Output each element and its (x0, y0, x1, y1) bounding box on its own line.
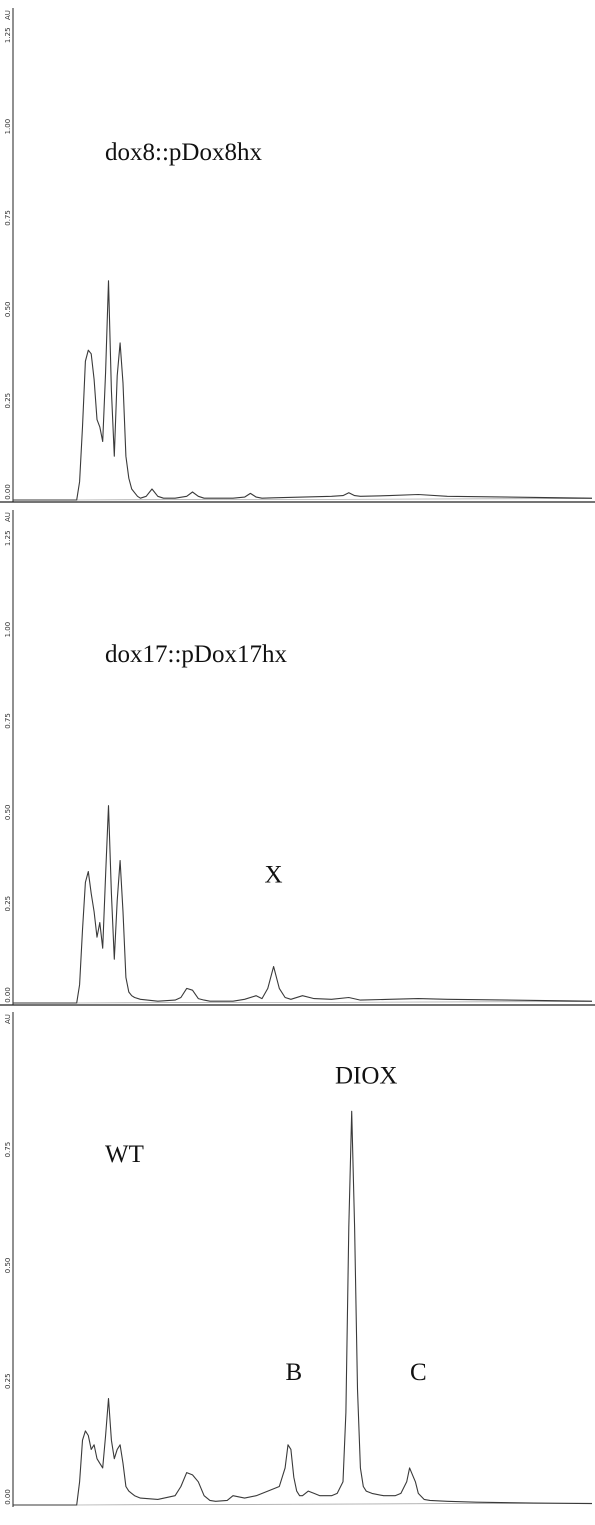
y-tick-label: 0.00 (4, 1489, 12, 1505)
y-tick-label: 0.50 (4, 805, 12, 821)
y-tick-label: 0.25 (4, 1373, 12, 1389)
baseline (76, 1502, 593, 1506)
panel-title-dox17: dox17::pDox17hx (105, 641, 287, 668)
y-tick-label: 0.00 (4, 484, 12, 500)
y-unit-label: AU (4, 10, 12, 20)
chromatogram-trace (13, 280, 593, 501)
baseline (76, 1001, 593, 1004)
y-unit-label: AU (4, 1014, 12, 1024)
y-tick-label: 0.25 (4, 393, 12, 409)
panel-title-dox8: dox8::pDox8hx (105, 139, 262, 166)
y-tick-label: 0.50 (4, 302, 12, 318)
y-tick-label: 1.25 (4, 530, 12, 546)
y-tick-label: 0.75 (4, 1142, 12, 1158)
y-tick-label: 0.75 (4, 713, 12, 729)
y-unit-label: AU (4, 512, 12, 522)
peak-label-diox: DIOX (335, 1063, 398, 1090)
chromatogram-trace (13, 805, 593, 1004)
peak-label-x: X (265, 861, 283, 888)
y-tick-label: 1.00 (4, 622, 12, 638)
y-tick-label: 1.25 (4, 27, 12, 43)
y-tick-label: 0.75 (4, 210, 12, 226)
chromatogram-panel-wt: AU 0.00 0.25 0.50 0.75 WT DIOX B C (4, 1012, 593, 1507)
y-tick-label: 1.00 (4, 119, 12, 135)
chromatogram-trace (13, 1110, 593, 1506)
peak-label-b: B (285, 1359, 302, 1386)
y-tick-label: 0.00 (4, 987, 12, 1003)
chromatogram-panel-dox17: AU0.00 0.25 0.50 0.75 1.00 1.25dox17::pDox17h… (0, 510, 595, 1006)
baseline (76, 498, 593, 501)
panel-title-wt: WT (105, 1141, 144, 1168)
y-tick-label: 0.50 (4, 1258, 12, 1274)
peak-label-c: C (410, 1359, 427, 1386)
y-tick-label: 0.25 (4, 896, 12, 912)
